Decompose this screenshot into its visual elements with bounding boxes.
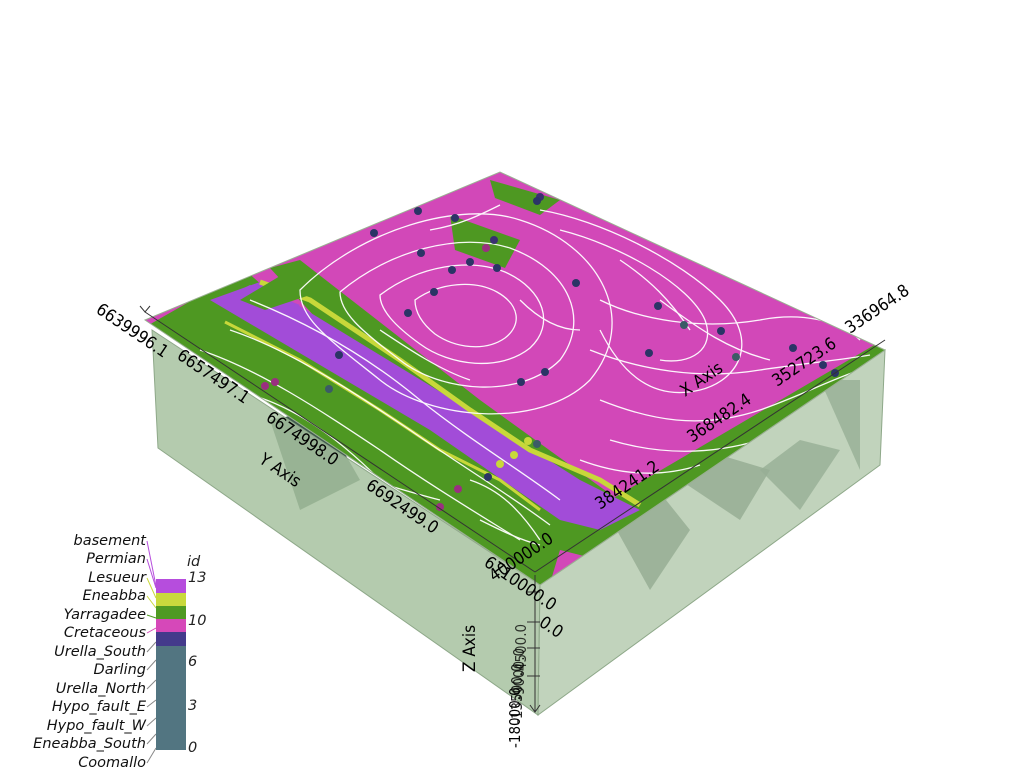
legend-unit-lesueur: Lesueur bbox=[88, 570, 147, 586]
legend-band-3 bbox=[156, 606, 186, 619]
legend-tick-0: 0 bbox=[188, 740, 197, 756]
legend-unit-yarragadee: Yarragadee bbox=[64, 607, 146, 623]
legend-band-1 bbox=[156, 579, 186, 593]
legend-unit-coomallo: Coomallo bbox=[78, 755, 146, 768]
legend-unit-cretaceous: Cretaceous bbox=[64, 625, 147, 641]
legend-unit-permian: Permian bbox=[86, 551, 146, 567]
z-tick-4: -4500.0 bbox=[512, 624, 530, 676]
z-tick-3: -9000.0 bbox=[510, 648, 528, 700]
legend-unit-urella-south: Urella_South bbox=[54, 644, 146, 660]
legend-tick-6: 6 bbox=[188, 654, 197, 670]
legend-tick-10: 10 bbox=[188, 613, 206, 629]
z-axis: -18000.0 -13500.0 -9000.0 -4500.0 0.0 Z … bbox=[460, 613, 567, 748]
legend-band-4 bbox=[156, 619, 186, 632]
legend-tick-3: 3 bbox=[188, 698, 197, 714]
axis-lines bbox=[139, 305, 886, 713]
legend-unit-eneabba: Eneabba bbox=[83, 588, 146, 604]
legend-tick-13: 13 bbox=[188, 570, 206, 586]
color-legend: basement Permian Lesueur Eneabba Yarraga… bbox=[33, 533, 206, 768]
z-axis-title: Z Axis bbox=[460, 625, 480, 672]
legend-unit-darling: Darling bbox=[94, 662, 146, 678]
legend-band-6 bbox=[156, 646, 186, 750]
top-outline bbox=[143, 171, 887, 586]
legend-unit-urella-north: Urella_North bbox=[56, 681, 146, 697]
z-tick-1: -18000.0 bbox=[506, 687, 524, 748]
y-tick-1: 6639996.1 bbox=[92, 300, 172, 363]
legend-band-5 bbox=[156, 632, 186, 646]
legend-unit-hypo-fault-w: Hypo_fault_W bbox=[47, 718, 147, 734]
z-tick-2: -13500.0 bbox=[508, 663, 526, 724]
legend-leaders bbox=[146, 540, 157, 764]
legend-band-2 bbox=[156, 593, 186, 606]
legend-unit-hypo-fault-e: Hypo_fault_E bbox=[52, 699, 147, 715]
observation-points[interactable] bbox=[261, 193, 839, 511]
legend-unit-basement: basement bbox=[74, 533, 148, 549]
x-tick-1: 336964.8 bbox=[842, 281, 914, 338]
legend-title: id bbox=[187, 554, 201, 570]
legend-unit-eneabba-south: Eneabba_South bbox=[33, 736, 146, 752]
